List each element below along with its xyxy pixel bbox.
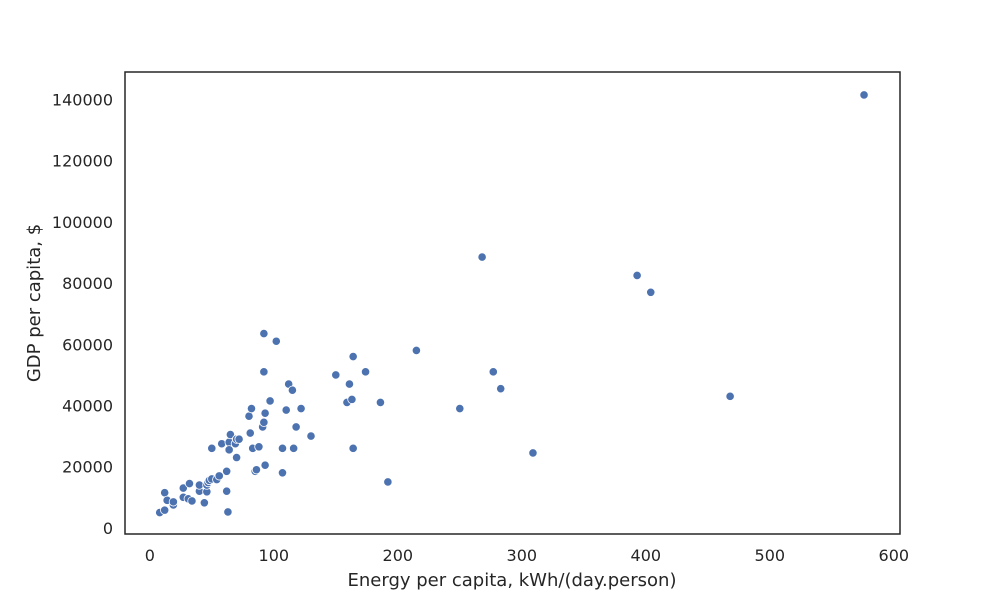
data-points bbox=[155, 90, 869, 518]
scatter-point bbox=[455, 403, 465, 414]
x-tick-label: 100 bbox=[259, 546, 290, 565]
scatter-point bbox=[646, 287, 656, 297]
scatter-point bbox=[347, 394, 357, 404]
scatter-point bbox=[265, 396, 275, 406]
scatter-point bbox=[244, 411, 254, 421]
scatter-point bbox=[184, 478, 195, 489]
scatter-point bbox=[528, 448, 538, 458]
scatter-point bbox=[331, 370, 341, 380]
scatter-point bbox=[360, 367, 371, 377]
x-tick-label: 0 bbox=[145, 546, 155, 565]
scatter-point bbox=[296, 403, 306, 414]
scatter-point bbox=[222, 486, 232, 496]
scatter-point bbox=[199, 498, 209, 508]
scatter-point bbox=[859, 90, 869, 100]
scatter-point bbox=[217, 439, 227, 449]
scatter-point bbox=[632, 270, 642, 281]
scatter-point bbox=[289, 443, 299, 453]
scatter-point bbox=[411, 345, 421, 356]
scatter-point bbox=[232, 452, 242, 463]
scatter-point bbox=[260, 460, 270, 470]
scatter-point bbox=[224, 445, 234, 455]
scatter-point bbox=[477, 252, 487, 262]
scatter-point bbox=[259, 367, 269, 377]
scatter-point bbox=[160, 488, 170, 498]
y-tick-label: 120000 bbox=[52, 152, 113, 171]
y-tick-label: 0 bbox=[103, 519, 113, 538]
scatter-point bbox=[271, 336, 281, 346]
y-tick-label: 40000 bbox=[62, 396, 113, 415]
scatter-point bbox=[259, 328, 269, 339]
scatter-point bbox=[251, 465, 262, 475]
scatter-point bbox=[383, 477, 393, 487]
scatter-point bbox=[222, 466, 232, 476]
scatter-point bbox=[223, 507, 233, 517]
scatter-point bbox=[496, 384, 506, 394]
scatter-point bbox=[207, 443, 217, 453]
x-tick-label: 200 bbox=[383, 546, 414, 565]
y-tick-label: 100000 bbox=[52, 213, 113, 232]
scatter-point bbox=[344, 379, 355, 389]
y-axis-label: GDP per capita, $ bbox=[24, 224, 45, 382]
scatter-point bbox=[277, 443, 288, 453]
y-tick-label: 140000 bbox=[52, 91, 113, 110]
scatter-point bbox=[488, 367, 498, 377]
scatter-point bbox=[260, 408, 270, 418]
scatter-point bbox=[246, 403, 257, 414]
y-tick-label: 60000 bbox=[62, 335, 113, 354]
x-tick-label: 400 bbox=[631, 546, 662, 565]
scatter-point bbox=[168, 497, 178, 507]
scatter-point bbox=[281, 405, 291, 415]
scatter-point bbox=[259, 417, 269, 427]
scatter-point bbox=[277, 468, 288, 478]
scatter-point bbox=[254, 442, 264, 452]
scatter-point bbox=[225, 429, 235, 440]
scatter-point bbox=[160, 505, 170, 515]
x-tick-label: 300 bbox=[507, 546, 538, 565]
y-tick-label: 80000 bbox=[62, 274, 113, 293]
x-tick-label: 500 bbox=[755, 546, 786, 565]
scatter-point bbox=[245, 428, 255, 438]
x-tick-label: 600 bbox=[879, 546, 910, 565]
scatter-point bbox=[348, 351, 358, 362]
scatter-point bbox=[287, 385, 297, 395]
scatter-point bbox=[178, 483, 188, 493]
plot-frame bbox=[124, 71, 901, 535]
scatter-point bbox=[725, 391, 735, 401]
scatter-point bbox=[234, 434, 244, 444]
scatter-point bbox=[291, 422, 301, 432]
scatter-point bbox=[214, 471, 224, 481]
scatter-point bbox=[348, 443, 358, 453]
scatter-point bbox=[306, 431, 316, 441]
scatter-point bbox=[375, 397, 386, 408]
axis-ticks: 0 100 200 300 400 500 600 0 20000 40000 60000 80000… bbox=[52, 91, 909, 565]
y-tick-label: 20000 bbox=[62, 458, 113, 477]
x-axis-label: Energy per capita, kWh/(day.person) bbox=[348, 570, 677, 591]
scatter-point bbox=[187, 496, 197, 506]
